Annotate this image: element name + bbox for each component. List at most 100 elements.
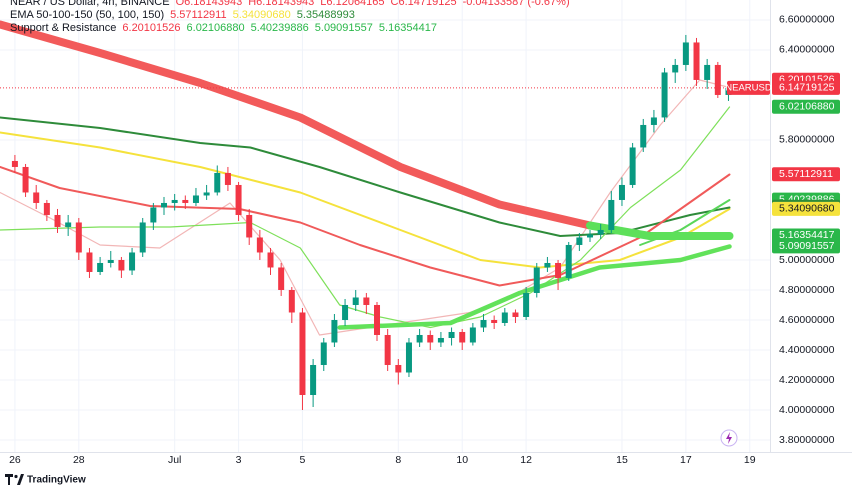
candle-body [22, 166, 29, 193]
candle-body [491, 319, 498, 323]
candle-body [97, 262, 104, 272]
candle-body [704, 64, 711, 80]
price-label-box [772, 239, 840, 254]
indicator-line [0, 116, 731, 237]
y-tick-label: 4.00000000 [779, 404, 835, 416]
candle-body [682, 42, 689, 65]
x-tick-label: 26 [9, 454, 21, 466]
candle-body [235, 184, 242, 215]
candle-body [288, 289, 295, 313]
ohlc-value: O6.18143943 [176, 0, 243, 8]
price-label-box [772, 228, 840, 243]
symbol-title: NEAR / US Dollar, 4h, BINANCE [10, 0, 170, 8]
candle-body [331, 319, 338, 343]
candle-body [650, 117, 657, 125]
ohlc-value: -0.04133587 (-0.67%) [463, 0, 570, 8]
symbol-tag [727, 80, 770, 95]
candle-body [565, 244, 572, 278]
candle-body [310, 364, 317, 395]
logo-dot [14, 474, 18, 479]
candle-body [192, 195, 199, 203]
candle-body [714, 64, 721, 95]
indicator-line [0, 106, 731, 329]
candle-body [629, 147, 636, 185]
price-label: 5.16354417 [779, 229, 835, 241]
candle-body [661, 72, 668, 118]
candle-body [459, 331, 466, 343]
candle-body [597, 229, 604, 235]
candle-body [33, 192, 40, 203]
y-tick-label: 5.00000000 [779, 254, 835, 266]
y-tick-label: 4.60000000 [779, 314, 835, 326]
candle-body [608, 199, 615, 230]
indicator-line [0, 131, 731, 269]
candle-body [320, 342, 327, 365]
indicator-line [0, 20, 594, 230]
y-tick-label: 6.40000000 [779, 44, 835, 56]
candle-body [395, 364, 402, 373]
candle-body [43, 202, 50, 215]
y-tick-label: 4.40000000 [779, 344, 835, 356]
candle-body [342, 304, 349, 320]
candle-body [640, 124, 647, 148]
price-label: 5.34090680 [779, 203, 835, 215]
symbol-tag-text: NEARUSD [725, 82, 772, 93]
legend: NEAR / US Dollar, 4h, BINANCE O6.18143943… [10, 0, 570, 34]
candle-body [544, 262, 551, 268]
candle-body [150, 207, 157, 223]
candle-body [224, 172, 231, 185]
indicator-value: 5.16354417 [379, 22, 437, 34]
y-tick-label: 4.80000000 [779, 284, 835, 296]
grid [0, 0, 770, 452]
indicator-line [0, 166, 731, 287]
candle-body [267, 252, 274, 268]
candle-body [555, 262, 562, 278]
price-label-box [772, 99, 840, 114]
brand-name: TradingView [27, 475, 86, 485]
candle-body [523, 292, 530, 317]
ohlc-value: H6.18143943 [248, 0, 314, 8]
candle-body [203, 192, 210, 196]
x-tick-label: 17 [680, 454, 692, 466]
candle-body [469, 327, 476, 343]
x-tick-label: 3 [236, 454, 242, 466]
axes: 6.60000000 6.40000000 5.80000000 5.00000000… [9, 14, 840, 466]
candle-body [437, 337, 444, 343]
logo-t [5, 474, 13, 485]
x-tick-label: 5 [300, 454, 306, 466]
candle-body [246, 214, 253, 238]
candle-body [501, 312, 508, 323]
candle-body [587, 234, 594, 238]
price-label: 6.02106880 [779, 101, 835, 113]
candle-body [480, 319, 487, 328]
legend-row: Support & Resistance 6.20101526 6.02106880… [10, 22, 437, 34]
y-tick-label: 5.80000000 [779, 134, 835, 146]
x-tick-label: Jul [168, 454, 181, 466]
logo-v [17, 474, 24, 485]
indicator-value: 6.02106880 [187, 22, 245, 34]
candle-body [512, 312, 519, 317]
legend-row: NEAR / US Dollar, 4h, BINANCE O6.18143943… [10, 0, 570, 8]
x-tick-label: 10 [456, 454, 468, 466]
candle-body [299, 312, 306, 395]
candle-body [139, 222, 146, 253]
candle-body [374, 304, 381, 335]
indicator-value: 5.57112911 [170, 9, 226, 21]
candle-body [118, 259, 125, 271]
indicator-value: 5.35488993 [297, 9, 355, 21]
candle-body [448, 331, 455, 338]
price-label-box [772, 201, 840, 216]
candle-body [576, 237, 583, 245]
candle-body [54, 214, 61, 227]
candle-body [427, 334, 434, 343]
price-label-box [772, 167, 840, 182]
y-tick-label: 4.20000000 [779, 374, 835, 386]
price-label-box [772, 80, 840, 95]
candle-body [693, 42, 700, 80]
candle-body [75, 222, 82, 253]
y-tick-label: 3.80000000 [779, 434, 835, 446]
candle-body [129, 252, 136, 271]
candle-body [65, 222, 72, 227]
